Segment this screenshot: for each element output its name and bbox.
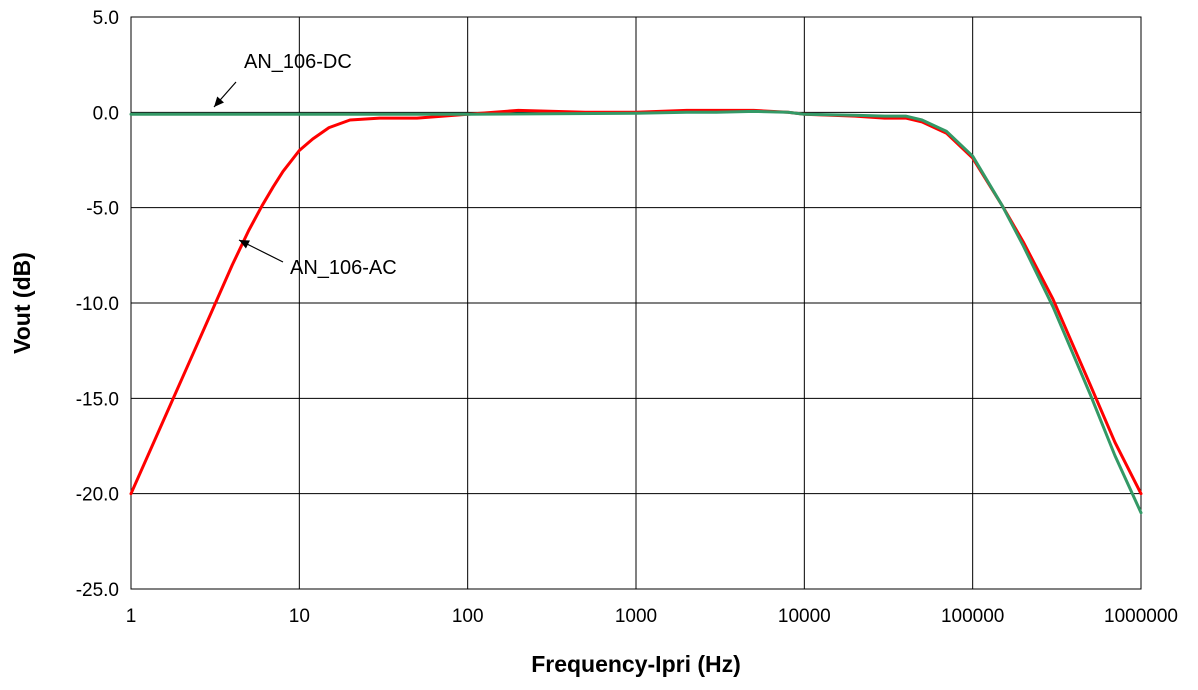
y-tick-label: 0.0 [93, 103, 119, 124]
x-tick-label: 10000 [778, 606, 831, 627]
y-axis-title: Vout (dB) [9, 252, 35, 354]
x-tick-label: 1 [126, 606, 137, 627]
y-tick-label: -5.0 [86, 199, 119, 220]
annotation-layer: AN_106-DC AN_106-AC [213, 51, 397, 279]
x-tick-label: 1000000 [1104, 606, 1178, 627]
x-axis-title: Frequency-Ipri (Hz) [531, 651, 741, 677]
arrowhead [214, 96, 224, 107]
y-tick-label: -25.0 [76, 580, 119, 601]
x-tick-label: 100 [452, 606, 484, 627]
annotation-label: AN_106-DC [244, 51, 352, 73]
series-line-an-106-dc [129, 109, 1143, 515]
annotation-label: AN_106-AC [290, 257, 397, 279]
series-layer [129, 108, 1143, 515]
tick-labels: 5.0 0.0 -5.0 -10.0 -15.0 -20.0 -25.0 1 10 100 1000… [76, 8, 1178, 627]
y-tick-label: -20.0 [76, 485, 119, 506]
x-tick-label: 10 [289, 606, 310, 627]
y-tick-label: 5.0 [93, 8, 119, 29]
x-tick-label: 1000 [615, 606, 657, 627]
grid-layer [130, 16, 1142, 590]
y-tick-label: -10.0 [76, 294, 119, 315]
y-tick-label: -15.0 [76, 389, 119, 410]
x-tick-label: 100000 [941, 606, 1004, 627]
arrowhead [239, 240, 250, 249]
